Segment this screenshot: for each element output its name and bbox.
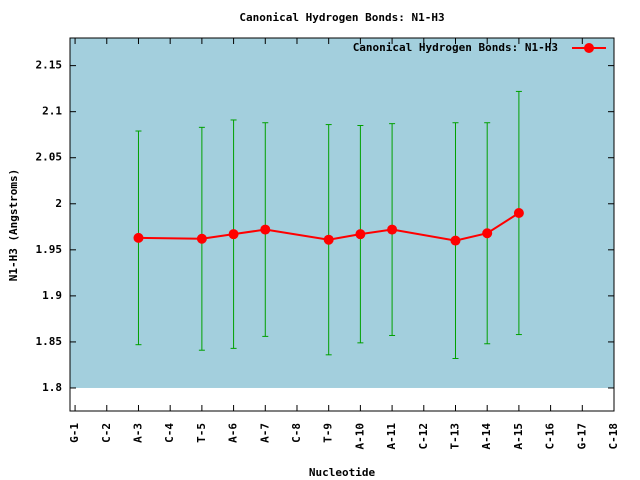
x-tick-label: G-17 <box>575 423 588 450</box>
y-tick-label: 1.95 <box>36 243 63 256</box>
legend-marker <box>584 43 594 53</box>
data-point <box>228 229 239 240</box>
x-tick-label: A-14 <box>480 423 493 450</box>
data-point <box>323 234 334 245</box>
y-axis-label: N1-H3 (Angstroms) <box>7 169 20 282</box>
x-axis-label: Nucleotide <box>309 466 376 479</box>
x-tick-label: A-10 <box>353 423 366 450</box>
x-tick-label: T-5 <box>195 423 208 443</box>
x-tick-label: C-8 <box>290 423 303 443</box>
x-tick-label: C-12 <box>417 423 430 450</box>
plot-background <box>70 38 614 388</box>
y-tick-label: 1.8 <box>42 381 62 394</box>
data-line <box>138 212 520 242</box>
y-tick-label: 2.1 <box>42 105 62 118</box>
x-tick-label: C-2 <box>100 423 113 443</box>
y-tick-label: 2.05 <box>36 151 63 164</box>
x-tick-label: C-16 <box>544 423 557 450</box>
x-tick-label: G-1 <box>68 423 81 443</box>
data-point <box>387 224 398 235</box>
data-point <box>450 235 461 246</box>
legend-label: Canonical Hydrogen Bonds: N1-H3 <box>353 41 558 54</box>
x-tick-label: A-7 <box>258 423 271 443</box>
y-tick-label: 2.15 <box>36 59 63 72</box>
y-tick-label: 2 <box>55 197 62 210</box>
plot-frame <box>69 37 615 412</box>
y-tick-label: 1.85 <box>36 335 63 348</box>
x-tick-label: A-15 <box>512 423 525 450</box>
data-point <box>196 233 207 244</box>
x-tick-label: T-13 <box>448 423 461 450</box>
data-point <box>260 224 271 235</box>
data-point <box>513 207 524 218</box>
x-tick-label: T-9 <box>322 423 335 443</box>
x-tick-label: A-6 <box>227 423 240 443</box>
data-point <box>482 228 493 239</box>
x-tick-label: C-4 <box>163 423 176 443</box>
x-tick-label: A-11 <box>385 423 398 450</box>
y-tick-label: 1.9 <box>42 289 62 302</box>
chart-title: Canonical Hydrogen Bonds: N1-H3 <box>239 11 444 24</box>
data-point <box>355 229 366 240</box>
x-tick-label: C-18 <box>607 423 620 450</box>
x-tick-label: A-3 <box>131 423 144 443</box>
data-point <box>133 232 144 243</box>
